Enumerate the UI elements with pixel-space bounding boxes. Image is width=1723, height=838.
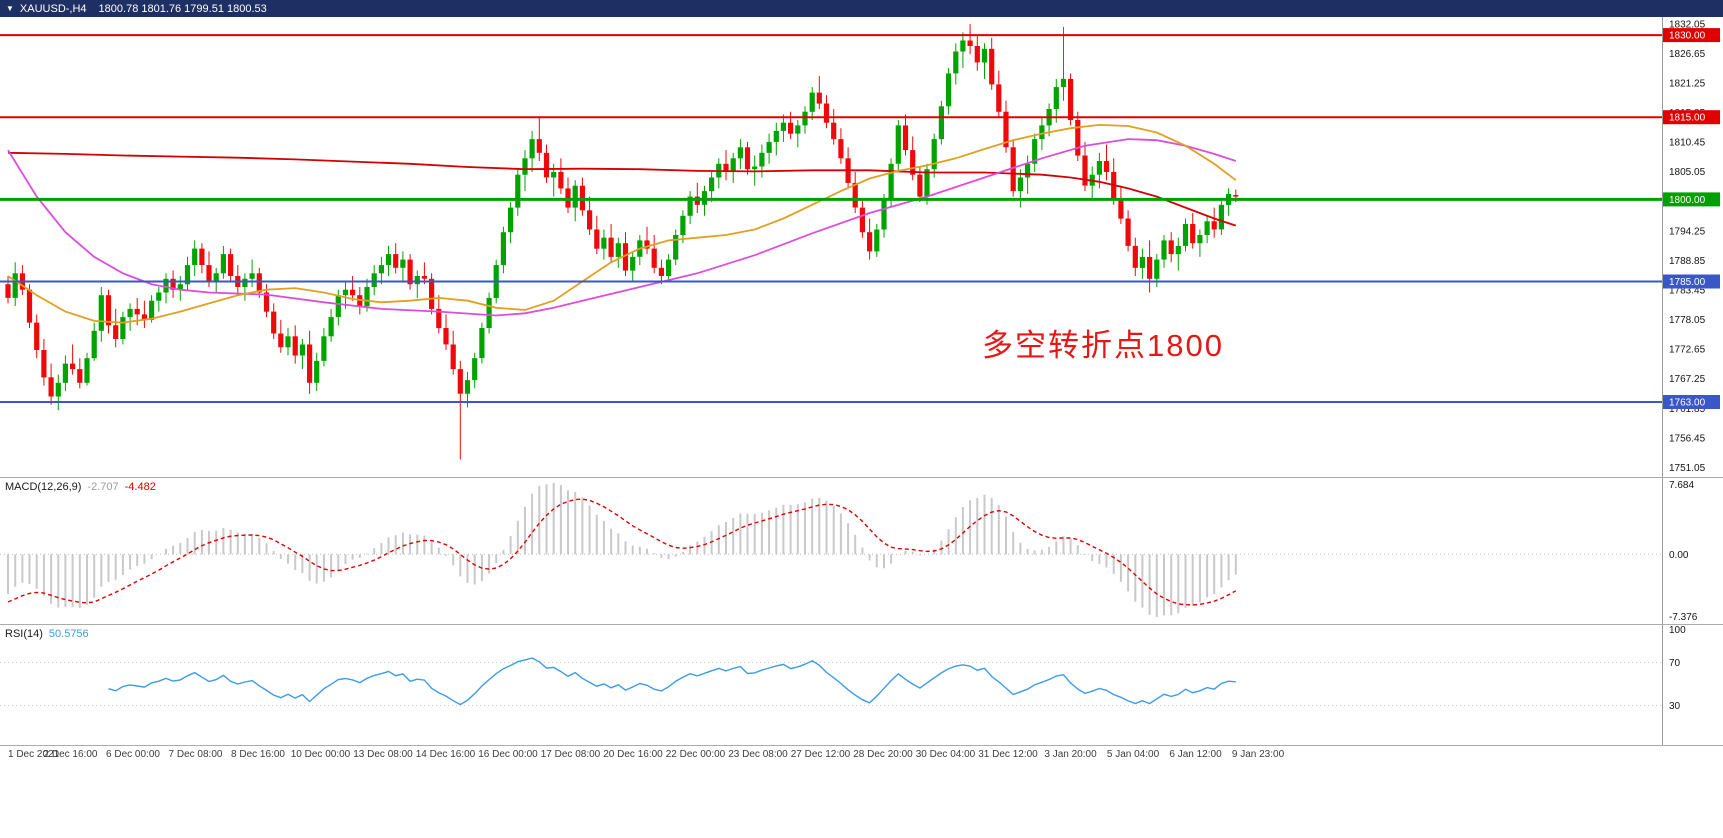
macd-axis-label: 0.00 (1669, 550, 1689, 561)
price-tick-label: 1826.65 (1669, 49, 1706, 60)
macd-signal-line (7, 498, 1237, 606)
time-axis-label: 16 Dec 00:00 (478, 749, 538, 760)
macd-name: MACD(12,26,9) (5, 481, 82, 493)
price-chart-panel[interactable]: 1832.051826.651821.251815.851810.451805.… (0, 17, 1723, 477)
price-tick-label: 1751.05 (1669, 463, 1706, 474)
price-level-box (1663, 28, 1720, 43)
time-axis-label: 30 Dec 04:00 (915, 749, 976, 760)
price-level-box (1663, 192, 1720, 207)
price-level-box (1663, 274, 1720, 289)
rsi-name: RSI(14) (5, 628, 43, 640)
rsi-canvas[interactable]: 100 70 30 (0, 625, 1723, 745)
rsi-axis-label: 30 (1669, 701, 1681, 712)
price-chart-canvas[interactable]: 1832.051826.651821.251815.851810.451805.… (0, 17, 1723, 477)
time-axis-label: 13 Dec 08:00 (353, 749, 413, 760)
time-axis-label: 14 Dec 16:00 (415, 749, 476, 760)
time-axis-label: 28 Dec 20:00 (853, 749, 913, 760)
time-axis-label: 6 Jan 12:00 (1169, 749, 1222, 760)
annotation-text: 多空转折点1800 (982, 328, 1224, 363)
macd-canvas[interactable]: 7.684 0.00 -7.376 (0, 478, 1723, 624)
chart-title-bar: ▼ XAUUSD-,H4 1800.78 1801.76 1799.51 1800.… (0, 0, 1723, 17)
panel-separator[interactable] (0, 477, 1723, 478)
rsi-axis-label: 70 (1669, 658, 1681, 669)
price-level-box (1663, 395, 1720, 409)
ma-fast-orange (7, 123, 1237, 324)
macd-axis-label: -7.376 (1669, 612, 1698, 623)
time-axis-label: 9 Jan 23:00 (1231, 749, 1285, 760)
price-tick-label: 1805.05 (1669, 167, 1706, 178)
rsi-value: 50.5756 (48, 628, 89, 640)
price-tick-label: 1772.65 (1669, 345, 1706, 356)
chart-symbol-title: XAUUSD-,H4 (19, 3, 87, 15)
price-tick-label: 1821.25 (1669, 79, 1706, 90)
macd-indicator-label: MACD(12,26,9) -2.707 -4.482 (5, 481, 162, 493)
price-tick-label: 1783.45 (1669, 286, 1706, 297)
time-axis-label: 5 Jan 04:00 (1106, 749, 1160, 760)
price-tick-label: 1761.85 (1669, 404, 1706, 415)
time-axis-label: 17 Dec 08:00 (540, 749, 601, 760)
ma-medium-magenta (7, 138, 1237, 317)
price-level-box-label: 1785.00 (1669, 277, 1706, 288)
macd-panel[interactable]: 7.684 0.00 -7.376 MACD(12,26,9) -2.707 -4.48… (0, 478, 1723, 624)
price-level-box-label: 1763.00 (1669, 398, 1706, 409)
price-level-box-label: 1800.00 (1669, 195, 1706, 206)
time-axis-label: 1 Dec 2021 (8, 749, 60, 760)
time-axis-label: 22 Dec 00:00 (665, 749, 726, 760)
collapse-chart-icon[interactable]: ▼ (6, 4, 14, 13)
time-axis-label: 23 Dec 08:00 (728, 749, 788, 760)
price-level-box (1663, 110, 1720, 125)
time-axis-label: 7 Dec 08:00 (168, 749, 223, 760)
macd-signal-value: -4.482 (124, 481, 156, 493)
ma-slow-red (7, 151, 1237, 227)
rsi-panel[interactable]: 100 70 30 RSI(14) 50.5756 (0, 625, 1723, 745)
time-axis-label: 8 Dec 16:00 (231, 749, 285, 760)
price-level-box-label: 1815.00 (1669, 113, 1706, 124)
time-axis-label: 31 Dec 12:00 (978, 749, 1038, 760)
time-axis-label: 3 Jan 20:00 (1044, 749, 1097, 760)
price-tick-label: 1756.45 (1669, 433, 1706, 444)
price-tick-label: 1778.05 (1669, 315, 1706, 326)
price-tick-label: 1767.25 (1669, 374, 1706, 385)
time-axis-label: 20 Dec 16:00 (603, 749, 663, 760)
time-axis-label: 27 Dec 12:00 (790, 749, 851, 760)
time-axis-label: 10 Dec 00:00 (290, 749, 351, 760)
price-level-box-label: 1830.00 (1669, 31, 1706, 42)
rsi-axis-label: 100 (1669, 625, 1686, 636)
macd-axis-label: 7.684 (1669, 480, 1694, 491)
time-axis-label: 6 Dec 00:00 (106, 749, 160, 760)
price-tick-label: 1832.05 (1669, 19, 1706, 30)
macd-histogram (7, 483, 1237, 617)
time-axis[interactable]: 1 Dec 2021 2 Dec 16:00 6 Dec 00:00 7 Dec 08… (0, 746, 1723, 766)
time-axis-label: 2 Dec 16:00 (43, 749, 98, 760)
panel-separator[interactable] (0, 624, 1723, 625)
rsi-line (108, 657, 1236, 706)
price-tick-label: 1794.25 (1669, 226, 1706, 237)
chart-ohlc-values: 1800.78 1801.76 1799.51 1800.53 (98, 3, 267, 15)
panel-separator[interactable] (0, 745, 1723, 746)
macd-main-value: -2.707 (87, 481, 119, 493)
price-tick-label: 1788.85 (1669, 256, 1706, 267)
price-tick-label: 1810.45 (1669, 138, 1706, 149)
rsi-indicator-label: RSI(14) 50.5756 (5, 628, 95, 640)
candles (5, 24, 1239, 460)
